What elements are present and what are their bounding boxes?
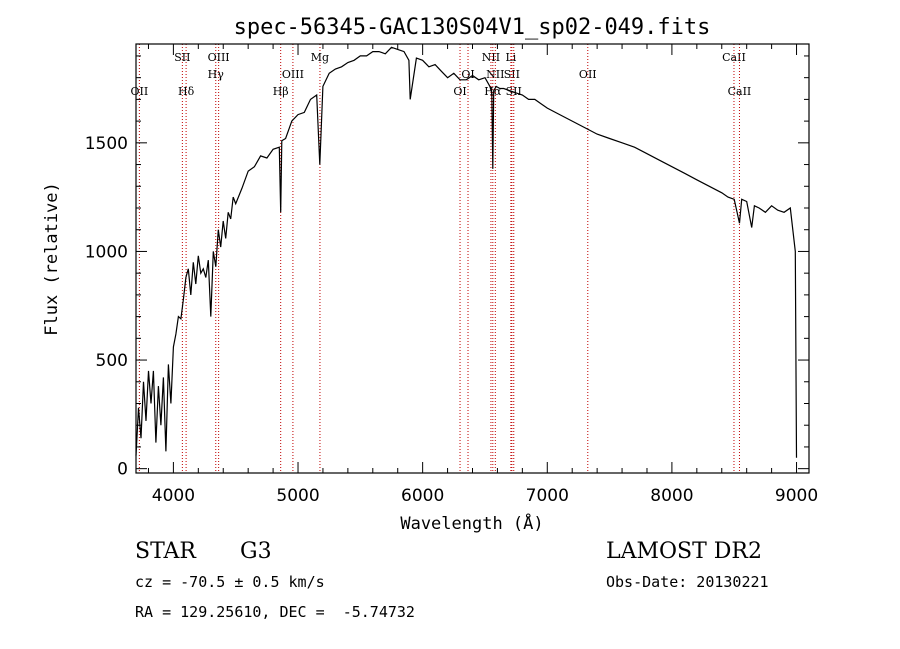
y-tick-label: 1500 [85, 134, 128, 154]
spectral-line-label: OI [453, 85, 466, 98]
object-class: STAR [135, 539, 196, 564]
spectral-line-label: NII [482, 51, 500, 64]
coordinates-readout: RA = 129.25610, DEC = -5.74732 [135, 603, 415, 621]
y-tick-label: 500 [96, 351, 128, 371]
spectral-line-label: CaII [722, 51, 746, 64]
spectral-line-label: OIII [208, 51, 230, 64]
chart-title: spec-56345-GAC130S04V1_sp02-049.fits [234, 15, 711, 40]
y-tick-label: 0 [117, 460, 128, 480]
plot-frame [135, 43, 810, 474]
spectral-line-label: Mg [311, 51, 329, 64]
spectral-line-label: OII [579, 68, 597, 81]
x-tick-label: 4000 [152, 486, 195, 506]
spectral-line-label: OII [131, 85, 149, 98]
x-tick-label: 5000 [276, 486, 319, 506]
spectral-line-label: OI [461, 68, 474, 81]
spectral-line-label: Hδ [178, 85, 195, 98]
x-tick-label: 6000 [401, 486, 444, 506]
axis-ticks: 4000 5000 6000 7000 8000 9000 0 500 1000 1500 [85, 44, 818, 506]
spectral-line-label: Hβ [273, 85, 289, 98]
x-tick-label: 7000 [526, 486, 569, 506]
spectrum-line [135, 46, 798, 458]
y-axis-label: Flux (relative) [42, 182, 62, 336]
spectral-line-label: NII [486, 68, 504, 81]
redshift-readout: cz = -70.5 ± 0.5 km/s [135, 573, 325, 591]
spectral-line-label: Hγ [208, 68, 225, 81]
x-tick-label: 8000 [650, 486, 693, 506]
survey-name: LAMOST DR2 [606, 539, 762, 564]
y-tick-label: 1000 [85, 242, 128, 262]
spectral-line-markers: OIISIIHδHγOIIIHβOIIIMgOIOINIIHαNIILiSIIS… [131, 44, 752, 473]
spectral-line-label: SII [504, 68, 520, 81]
spectral-line-label: Li [505, 51, 516, 64]
spectral-line-label: SII [174, 51, 190, 64]
spectral-line-label: CaII [728, 85, 752, 98]
x-axis-label: Wavelength (Å) [400, 512, 543, 534]
obs-date-readout: Obs-Date: 20130221 [606, 573, 769, 591]
object-subclass: G3 [240, 539, 272, 564]
spectral-line-label: OIII [282, 68, 304, 81]
x-tick-label: 9000 [775, 486, 818, 506]
plot-axes [135, 43, 810, 474]
